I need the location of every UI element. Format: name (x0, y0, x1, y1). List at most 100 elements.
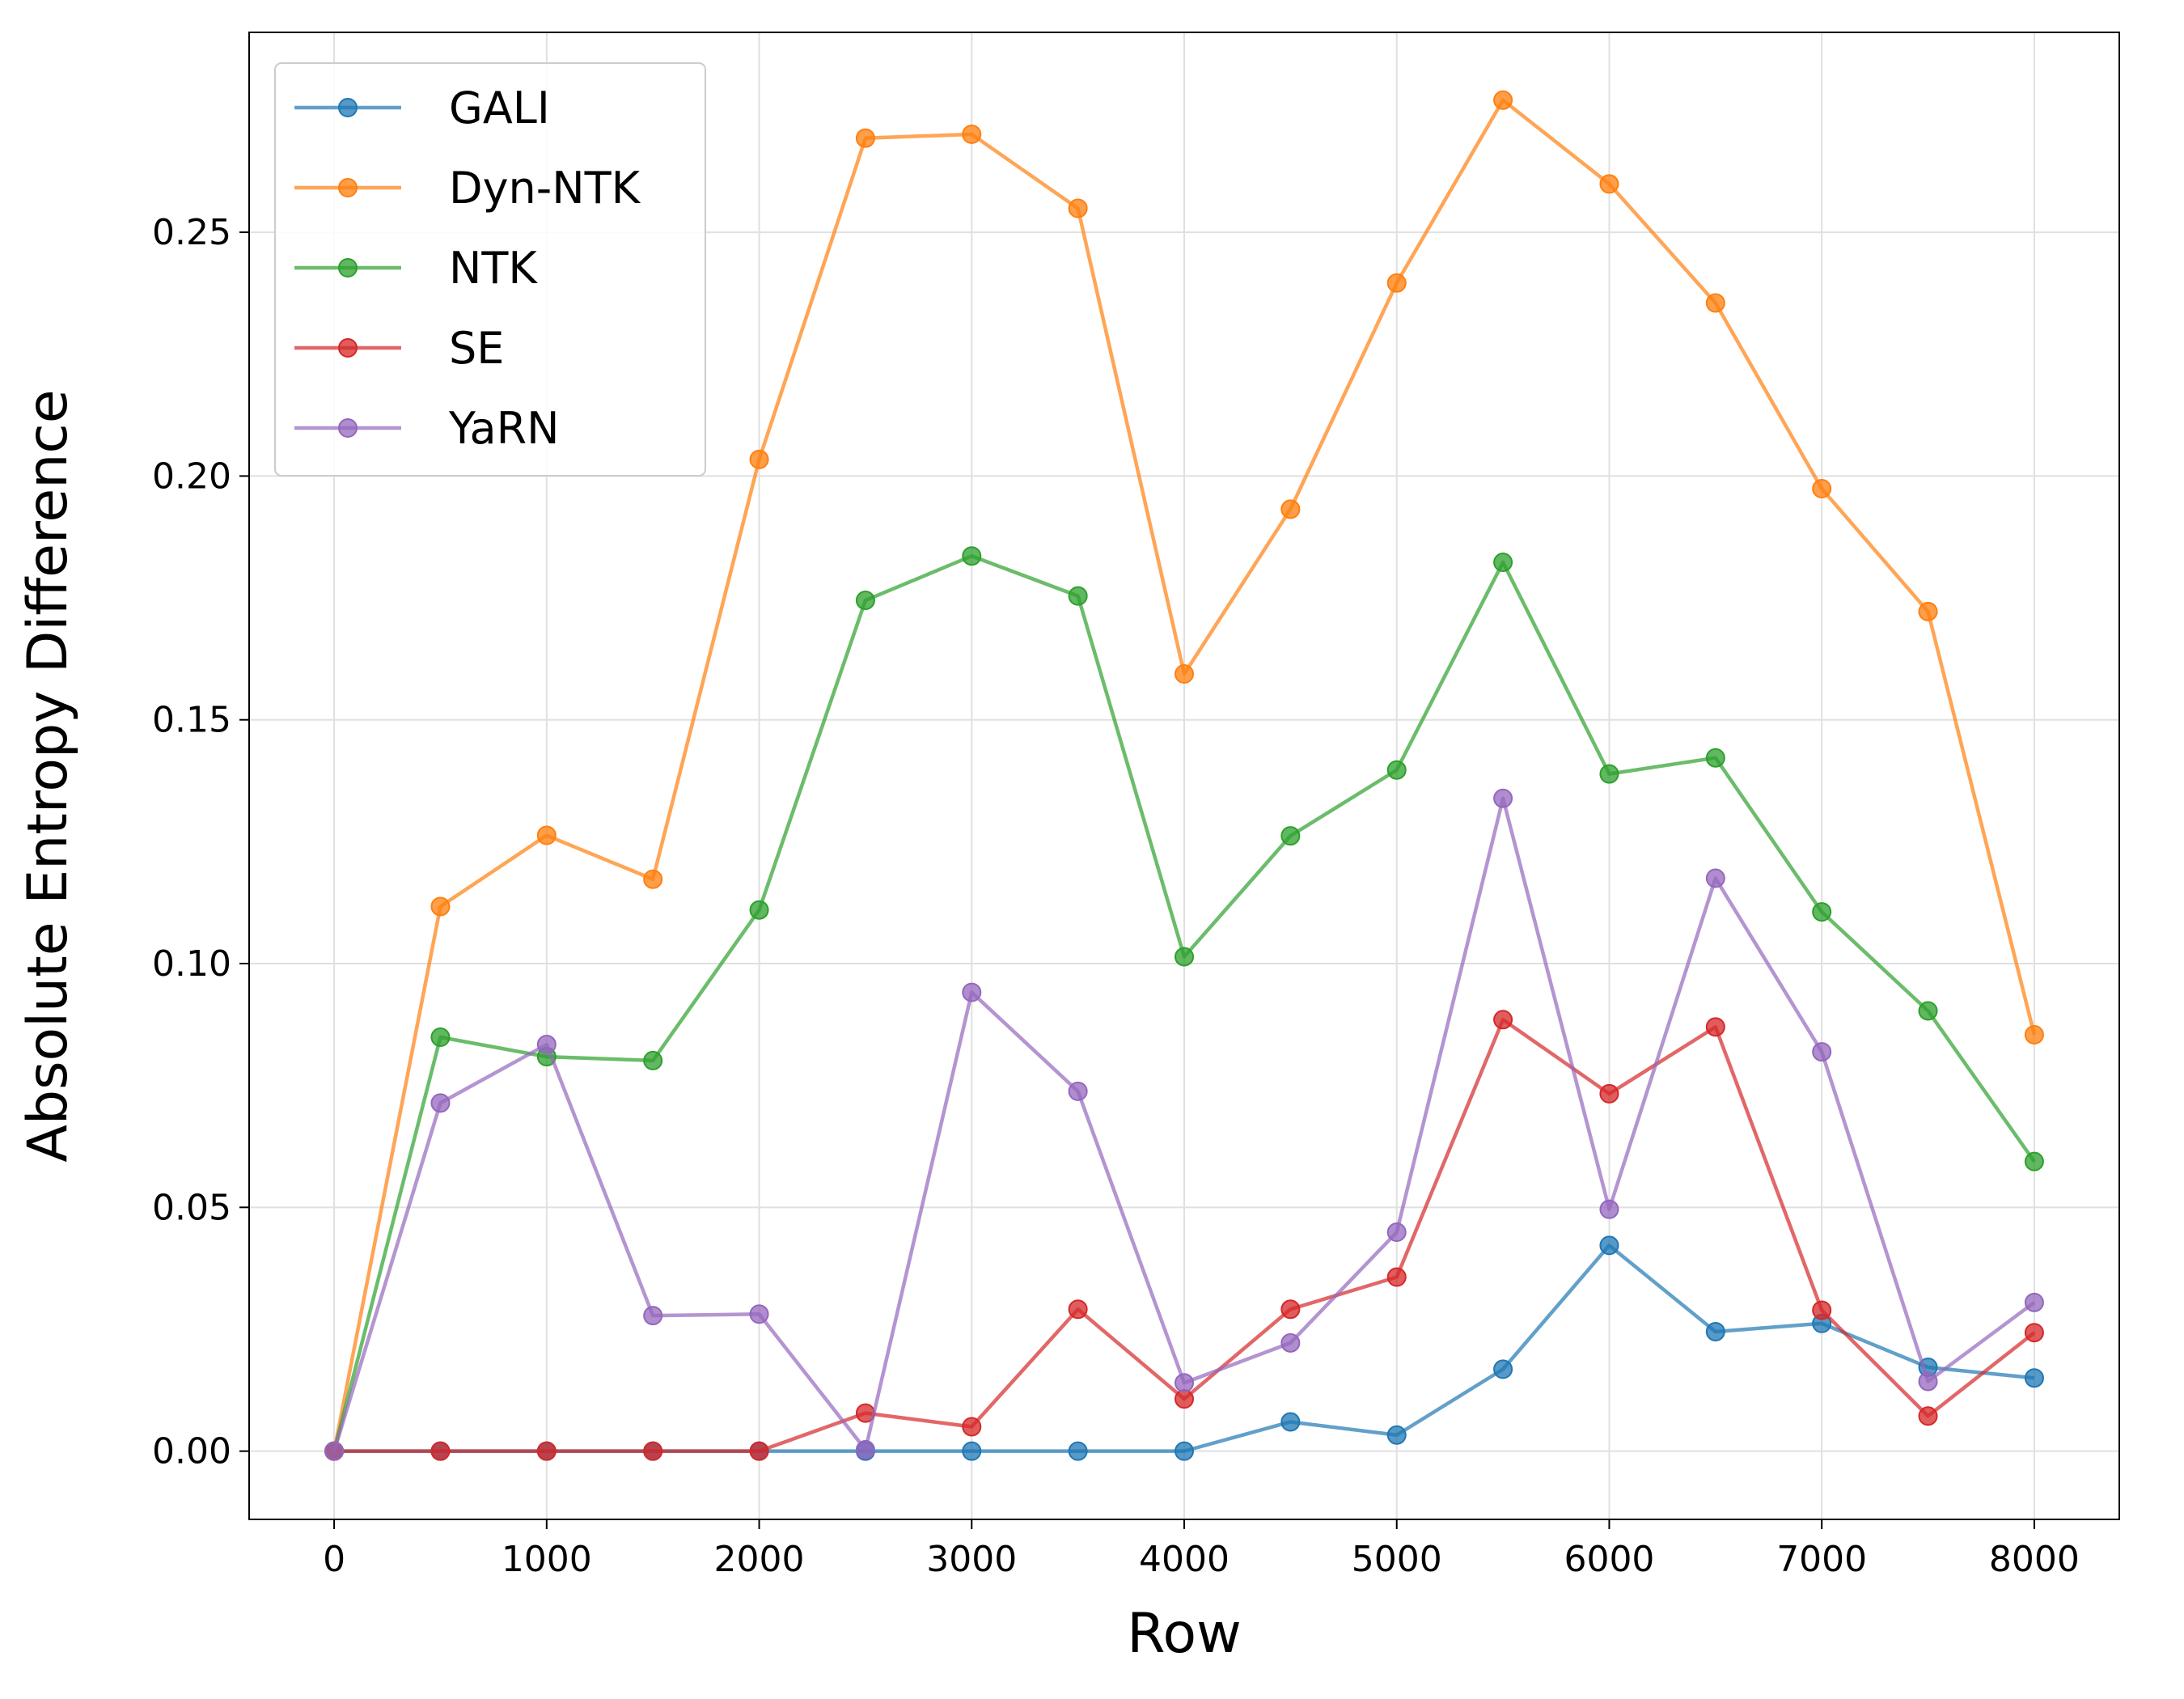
data-point (1599, 764, 1619, 784)
data-point (430, 1441, 451, 1461)
legend: GALI Dyn-NTK NTK SE YaRN (274, 62, 706, 477)
data-point (1705, 868, 1725, 888)
series-se (324, 1010, 2044, 1461)
legend-box (274, 62, 706, 477)
data-point (2024, 1323, 2044, 1343)
data-point (1386, 1222, 1407, 1243)
data-point (1280, 1412, 1301, 1432)
data-point (536, 1035, 557, 1055)
y-tick-label: 0.00 (152, 1431, 231, 1472)
legend-item: NTK (294, 243, 538, 294)
data-point (1493, 1359, 1513, 1379)
data-point (643, 1441, 663, 1461)
data-point (855, 128, 875, 148)
x-tick-label: 1000 (502, 1539, 592, 1580)
data-point (430, 1093, 451, 1113)
data-point (643, 1050, 663, 1070)
data-point (2024, 1292, 2044, 1312)
data-point (643, 1306, 663, 1326)
data-point (1175, 1389, 1194, 1409)
x-tick-label: 4000 (1139, 1539, 1230, 1580)
data-point (536, 825, 557, 845)
data-point (962, 546, 982, 566)
y-axis-label: Absolute Entropy Difference (16, 389, 80, 1162)
y-tick-label: 0.25 (152, 212, 231, 253)
data-point (1705, 293, 1725, 313)
data-point (1599, 174, 1619, 194)
legend-item: GALI (294, 83, 550, 133)
legend-label: YaRN (448, 403, 560, 454)
data-point (1918, 601, 1938, 621)
data-point (1493, 1010, 1513, 1030)
legend-label: GALI (449, 83, 550, 133)
data-point (1175, 664, 1194, 684)
data-point (962, 1441, 982, 1461)
data-point (1918, 1001, 1938, 1021)
data-point (1386, 1267, 1407, 1287)
data-point (1175, 947, 1194, 967)
x-axis-ticks: 0 1000 2000 3000 4000 5000 6000 7000 8000 (323, 1519, 2080, 1580)
legend-label: Dyn-NTK (449, 163, 641, 214)
data-point (1705, 1321, 1725, 1341)
legend-item: Dyn-NTK (294, 163, 641, 214)
legend-marker (338, 418, 358, 438)
data-point (749, 1304, 769, 1324)
data-point (1386, 273, 1407, 293)
x-tick-label: 5000 (1352, 1539, 1442, 1580)
data-point (855, 1439, 875, 1460)
data-point (1599, 1235, 1619, 1256)
data-point (1386, 760, 1407, 780)
data-point (1068, 1081, 1088, 1101)
data-point (1280, 499, 1301, 519)
data-point (430, 896, 451, 917)
x-tick-label: 3000 (926, 1539, 1017, 1580)
data-point (962, 124, 982, 144)
y-tick-label: 0.05 (152, 1187, 231, 1228)
data-point (430, 1027, 451, 1048)
series-yarn (324, 788, 2044, 1461)
data-point (536, 1441, 557, 1461)
y-tick-label: 0.10 (152, 943, 231, 985)
x-tick-label: 0 (323, 1539, 345, 1580)
y-axis-ticks: 0.00 0.05 0.10 0.15 0.20 0.25 (152, 212, 249, 1472)
x-tick-label: 6000 (1564, 1539, 1654, 1580)
data-point (1918, 1371, 1938, 1392)
legend-marker (338, 338, 358, 358)
y-tick-label: 0.15 (152, 700, 231, 741)
data-point (749, 900, 769, 920)
data-point (643, 869, 663, 889)
legend-item: YaRN (294, 403, 560, 454)
legend-label: SE (449, 323, 504, 374)
data-point (1068, 586, 1088, 606)
data-point (1599, 1083, 1619, 1104)
legend-label: NTK (449, 243, 538, 294)
data-point (855, 591, 875, 611)
data-point (1175, 1373, 1194, 1393)
x-tick-label: 7000 (1776, 1539, 1867, 1580)
data-point (1812, 479, 1832, 499)
data-point (962, 982, 982, 1002)
data-point (2024, 1368, 2044, 1388)
data-point (1493, 788, 1513, 808)
data-point (749, 449, 769, 469)
legend-marker (338, 178, 358, 197)
data-point (2024, 1151, 2044, 1172)
data-point (2024, 1024, 2044, 1044)
x-tick-label: 2000 (714, 1539, 805, 1580)
y-tick-label: 0.20 (152, 455, 231, 497)
data-point (1068, 198, 1088, 218)
data-point (1918, 1406, 1938, 1426)
data-point (1705, 1017, 1725, 1037)
data-point (1705, 748, 1725, 768)
data-point (1812, 902, 1832, 922)
data-point (1599, 1199, 1619, 1219)
legend-marker (338, 98, 358, 117)
legend-marker (338, 258, 358, 278)
series-ntk (324, 546, 2044, 1461)
data-point (1812, 1042, 1832, 1062)
data-point (1812, 1300, 1832, 1320)
data-point (1493, 90, 1513, 110)
x-axis-label: Row (1127, 1602, 1241, 1666)
data-point (962, 1417, 982, 1437)
